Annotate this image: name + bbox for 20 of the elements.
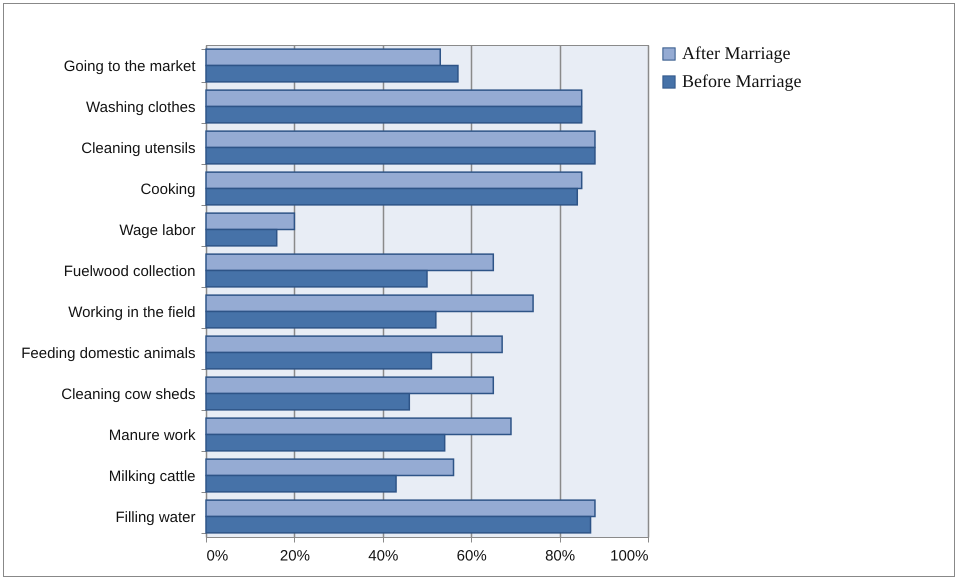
x-tick-label: 60% bbox=[456, 548, 487, 564]
y-tick-label: Manure work bbox=[108, 427, 196, 444]
y-tick-label: Feeding domestic animals bbox=[21, 345, 196, 362]
y-tick-label: Fuelwood collection bbox=[64, 263, 196, 280]
x-tick-label: 100% bbox=[610, 548, 648, 564]
x-tick-label: 0% bbox=[206, 548, 228, 564]
y-tick-label: Cleaning utensils bbox=[81, 140, 196, 157]
y-tick-label: Cooking bbox=[140, 181, 196, 198]
x-tick-label: 40% bbox=[368, 548, 398, 564]
y-tick-label: Filling water bbox=[115, 509, 196, 526]
y-tick-label: Cleaning cow sheds bbox=[61, 386, 196, 403]
y-tick-label: Working in the field bbox=[68, 304, 196, 321]
y-tick-label: Going to the market bbox=[64, 58, 196, 75]
legend-label: After Marriage bbox=[682, 43, 790, 63]
legend-label: Before Marriage bbox=[682, 71, 802, 91]
y-tick-label: Milking cattle bbox=[108, 468, 196, 485]
x-tick-label: 20% bbox=[280, 548, 310, 564]
y-tick-label: Washing clothes bbox=[86, 99, 196, 116]
x-tick-label: 80% bbox=[545, 548, 576, 564]
y-tick-label: Wage labor bbox=[119, 222, 196, 239]
